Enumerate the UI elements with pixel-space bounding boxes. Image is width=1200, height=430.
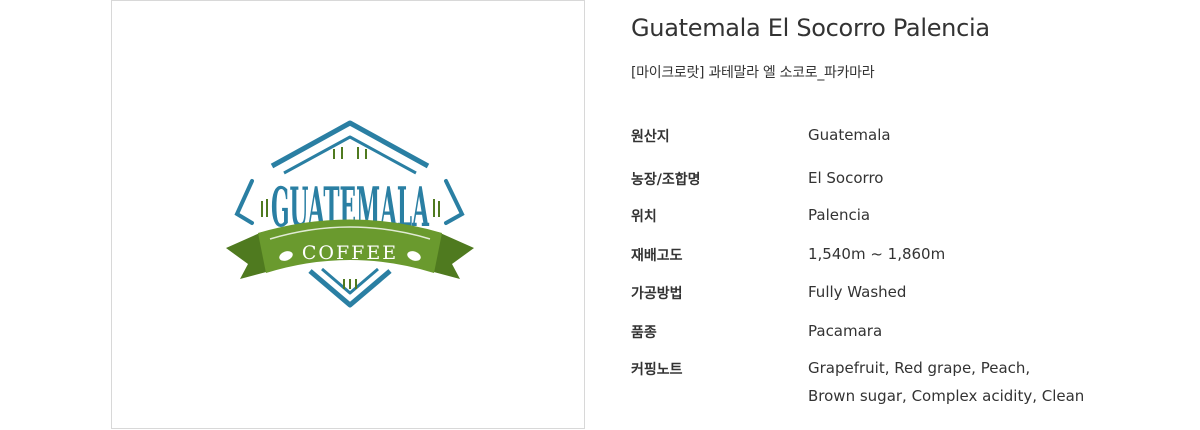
spec-value: 1,540m ~ 1,860m bbox=[808, 245, 946, 263]
spec-row-process: 가공방법 Fully Washed bbox=[631, 283, 1191, 307]
spec-value-line2: Brown sugar, Complex acidity, Clean bbox=[808, 387, 1085, 405]
logo-ribbon bbox=[258, 219, 442, 273]
coffee-bean-icon bbox=[279, 251, 421, 261]
spec-label: 원산지 bbox=[631, 129, 670, 145]
logo-green-marks bbox=[261, 147, 440, 217]
spec-value: Fully Washed bbox=[808, 283, 907, 301]
spec-value: Grapefruit, Red grape, Peach, bbox=[808, 359, 1031, 377]
logo-side-brackets bbox=[234, 179, 465, 225]
spec-label: 커핑노트 bbox=[631, 362, 683, 378]
product-subtitle: [마이크로랏] 과테말라 엘 소코로_파카마라 bbox=[631, 65, 875, 81]
spec-row-altitude: 재배고도 1,540m ~ 1,860m bbox=[631, 245, 1191, 269]
spec-row-cupping-notes: 커핑노트 Grapefruit, Red grape, Peach, Brown… bbox=[631, 359, 1191, 415]
spec-row-variety: 품종 Pacamara bbox=[631, 322, 1191, 346]
spec-value: Pacamara bbox=[808, 322, 883, 340]
spec-label: 가공방법 bbox=[631, 286, 683, 302]
product-title: Guatemala El Socorro Palencia bbox=[631, 14, 990, 42]
logo-diamond-top bbox=[270, 120, 430, 175]
spec-label: 품종 bbox=[631, 325, 657, 341]
spec-label: 재배고도 bbox=[631, 248, 683, 264]
spec-row-origin: 원산지 Guatemala bbox=[631, 126, 1191, 150]
spec-value: El Socorro bbox=[808, 169, 884, 187]
logo-ribbon-tails bbox=[226, 232, 474, 279]
spec-row-farm: 농장/조합명 El Socorro bbox=[631, 169, 1191, 193]
spec-value: Guatemala bbox=[808, 126, 891, 144]
spec-row-location: 위치 Palencia bbox=[631, 206, 1191, 230]
spec-label: 농장/조합명 bbox=[631, 172, 701, 188]
product-image-frame: GUATEMALA COFFEE bbox=[111, 0, 585, 429]
logo-word-bottom: COFFEE bbox=[302, 242, 398, 264]
spec-label: 위치 bbox=[631, 209, 657, 225]
logo-diamond-bottom bbox=[308, 267, 392, 308]
guatemala-coffee-logo: GUATEMALA COFFEE bbox=[226, 120, 474, 308]
spec-value: Palencia bbox=[808, 206, 871, 224]
